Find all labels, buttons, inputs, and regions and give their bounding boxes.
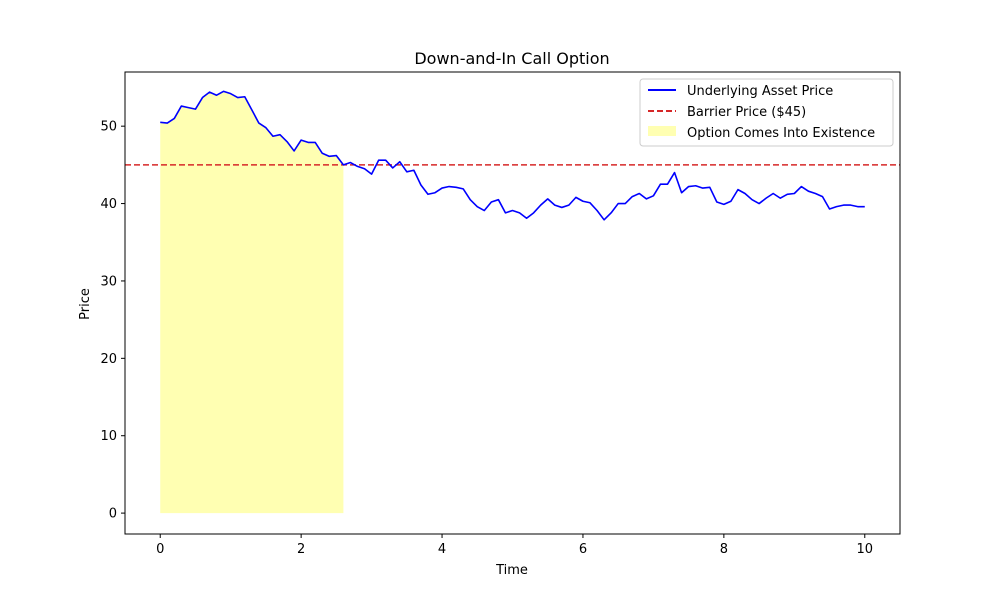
- legend-label-barrier: Barrier Price ($45): [687, 105, 806, 120]
- axes-frame: [124, 71, 901, 535]
- chart-title: Down-and-In Call Option: [414, 49, 609, 68]
- y-tick-label: 10: [100, 429, 117, 444]
- x-tick-label: 8: [720, 542, 728, 557]
- x-tick-label: 0: [156, 542, 164, 557]
- x-tick-label: 6: [579, 542, 587, 557]
- existence-region: [160, 91, 344, 514]
- x-tick-label: 4: [438, 542, 446, 557]
- y-tick-label: 40: [100, 197, 117, 212]
- legend-swatch-existence: [648, 126, 676, 136]
- legend: Underlying Asset Price Barrier Price ($4…: [639, 78, 894, 147]
- plot-area: [125, 90, 900, 514]
- y-axis-ticks: 0 10 20 30 40 50: [100, 120, 125, 522]
- x-axis-label: Time: [495, 563, 528, 578]
- x-tick-label: 2: [297, 542, 305, 557]
- y-axis-label: Price: [78, 288, 93, 320]
- legend-label-underlying: Underlying Asset Price: [687, 84, 833, 99]
- y-tick-label: 20: [100, 352, 117, 367]
- x-tick-label: 10: [856, 542, 873, 557]
- legend-label-existence: Option Comes Into Existence: [687, 126, 875, 141]
- legend-box: [639, 78, 894, 147]
- x-axis-ticks: 0 2 4 6 8 10: [156, 534, 873, 557]
- y-tick-label: 30: [100, 274, 117, 289]
- underlying-price-line: [160, 90, 865, 221]
- y-tick-label: 50: [100, 120, 117, 135]
- y-tick-label: 0: [109, 507, 117, 522]
